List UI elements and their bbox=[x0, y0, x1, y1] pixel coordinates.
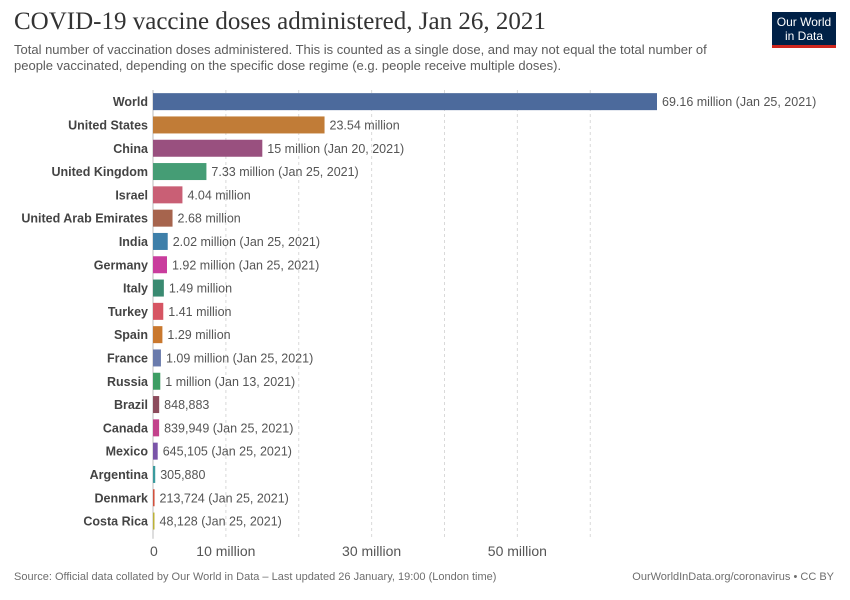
bar-chart: World 69.16 million (Jan 25, 2021) United … bbox=[21, 90, 816, 559]
data-label: 2.68 million bbox=[178, 212, 241, 226]
data-label: 645,105 (Jan 25, 2021) bbox=[163, 445, 292, 459]
category-label: United States bbox=[68, 118, 148, 132]
bar bbox=[153, 302, 164, 320]
bar bbox=[153, 256, 167, 274]
logo-text-line1: Our World bbox=[776, 15, 832, 29]
owid-logo[interactable]: Our World in Data bbox=[772, 12, 836, 48]
bar bbox=[153, 93, 657, 111]
data-label: 305,880 bbox=[160, 468, 205, 482]
data-label: 213,724 (Jan 25, 2021) bbox=[160, 491, 289, 505]
category-label: Germany bbox=[94, 258, 148, 272]
data-label: 1.29 million bbox=[167, 328, 230, 342]
bar bbox=[153, 442, 158, 460]
data-label: 69.16 million (Jan 25, 2021) bbox=[662, 95, 816, 109]
category-label: Spain bbox=[114, 328, 148, 342]
category-label: World bbox=[113, 95, 148, 109]
gridlines bbox=[152, 90, 591, 539]
bar bbox=[153, 419, 160, 437]
bar bbox=[153, 396, 160, 414]
category-label: Italy bbox=[123, 282, 148, 296]
category-label: United Arab Emirates bbox=[21, 212, 148, 226]
credit-link[interactable]: OurWorldInData.org/coronavirus • CC BY bbox=[632, 571, 834, 583]
category-label: Turkey bbox=[108, 305, 148, 319]
x-tick-label: 50 million bbox=[488, 543, 547, 559]
chart-subtitle: Total number of vaccination doses admini… bbox=[14, 42, 707, 73]
bar bbox=[153, 116, 325, 134]
category-label: India bbox=[119, 235, 149, 249]
bar bbox=[153, 163, 207, 181]
data-label: 1.41 million bbox=[168, 305, 231, 319]
bar bbox=[153, 512, 155, 530]
x-tick-label: 10 million bbox=[196, 543, 255, 559]
chart-title: COVID-19 vaccine doses administered, Jan… bbox=[14, 8, 546, 35]
bar bbox=[153, 186, 183, 204]
data-label: 1.92 million (Jan 25, 2021) bbox=[172, 258, 319, 272]
data-label: 15 million (Jan 20, 2021) bbox=[267, 142, 404, 156]
category-label: Mexico bbox=[106, 445, 149, 459]
bars: World 69.16 million (Jan 25, 2021) United … bbox=[21, 93, 816, 530]
data-label: 839,949 (Jan 25, 2021) bbox=[164, 421, 293, 435]
category-label: France bbox=[107, 351, 148, 365]
category-label: Brazil bbox=[114, 398, 148, 412]
data-label: 7.33 million (Jan 25, 2021) bbox=[211, 165, 358, 179]
bar bbox=[153, 349, 161, 367]
bar bbox=[153, 209, 173, 227]
data-label: 23.54 million bbox=[330, 118, 400, 132]
bar bbox=[153, 279, 164, 297]
logo-text-line2: in Data bbox=[784, 29, 824, 43]
category-label: Denmark bbox=[95, 491, 149, 505]
x-tick-label: 0 bbox=[150, 543, 158, 559]
category-label: Canada bbox=[103, 421, 149, 435]
data-label: 48,128 (Jan 25, 2021) bbox=[160, 515, 282, 529]
bar bbox=[153, 232, 168, 250]
bar bbox=[153, 489, 155, 507]
bar bbox=[153, 139, 263, 157]
category-label: China bbox=[113, 142, 149, 156]
data-label: 1.49 million bbox=[169, 282, 232, 296]
x-tick-label: 30 million bbox=[342, 543, 401, 559]
category-label: Argentina bbox=[90, 468, 149, 482]
source-note: Source: Official data collated by Our Wo… bbox=[14, 571, 497, 583]
category-label: United Kingdom bbox=[51, 165, 148, 179]
data-label: 1.09 million (Jan 25, 2021) bbox=[166, 351, 313, 365]
data-label: 2.02 million (Jan 25, 2021) bbox=[173, 235, 320, 249]
data-label: 848,883 bbox=[164, 398, 209, 412]
data-label: 4.04 million bbox=[187, 188, 250, 202]
bar bbox=[153, 326, 163, 344]
category-label: Israel bbox=[115, 188, 148, 202]
category-label: Russia bbox=[107, 375, 149, 389]
bar bbox=[153, 465, 156, 483]
category-label: Costa Rica bbox=[83, 515, 149, 529]
x-axis: 0 10 million 30 million 50 million bbox=[150, 543, 547, 559]
bar bbox=[153, 372, 161, 390]
data-label: 1 million (Jan 13, 2021) bbox=[165, 375, 295, 389]
